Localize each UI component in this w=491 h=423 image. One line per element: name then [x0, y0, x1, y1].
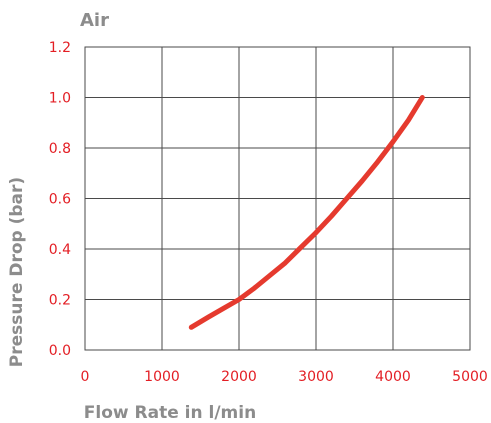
y-tick-label: 0.6: [49, 192, 71, 208]
y-tick-label: 1.0: [49, 91, 71, 107]
y-axis-ticks: 0.0 0.2 0.4 0.6 0.8 1.0 1.2: [49, 40, 71, 359]
series-line-0: [188, 95, 425, 330]
x-tick-label: 3000: [298, 369, 334, 385]
y-axis-label: Pressure Drop (bar): [7, 177, 27, 367]
x-axis-label: Flow Rate in l/min: [84, 403, 256, 423]
grid-lines: [84, 46, 471, 351]
x-tick-label: 5000: [452, 369, 488, 385]
plot-area: [84, 46, 471, 351]
y-tick-label: 0.8: [49, 141, 71, 157]
x-tick-label: 1000: [144, 369, 180, 385]
y-tick-label: 1.2: [49, 40, 71, 56]
y-tick-label: 0.2: [49, 293, 71, 309]
x-tick-label: 2000: [221, 369, 257, 385]
y-tick-label: 0.4: [49, 242, 71, 258]
x-tick-label: 4000: [375, 369, 411, 385]
chart-title: Air: [80, 10, 109, 31]
series-layer: [188, 95, 425, 330]
x-tick-label: 0: [81, 369, 90, 385]
x-axis-ticks: 0 1000 2000 3000 4000 5000: [81, 369, 488, 385]
y-tick-label: 0.0: [49, 343, 71, 359]
